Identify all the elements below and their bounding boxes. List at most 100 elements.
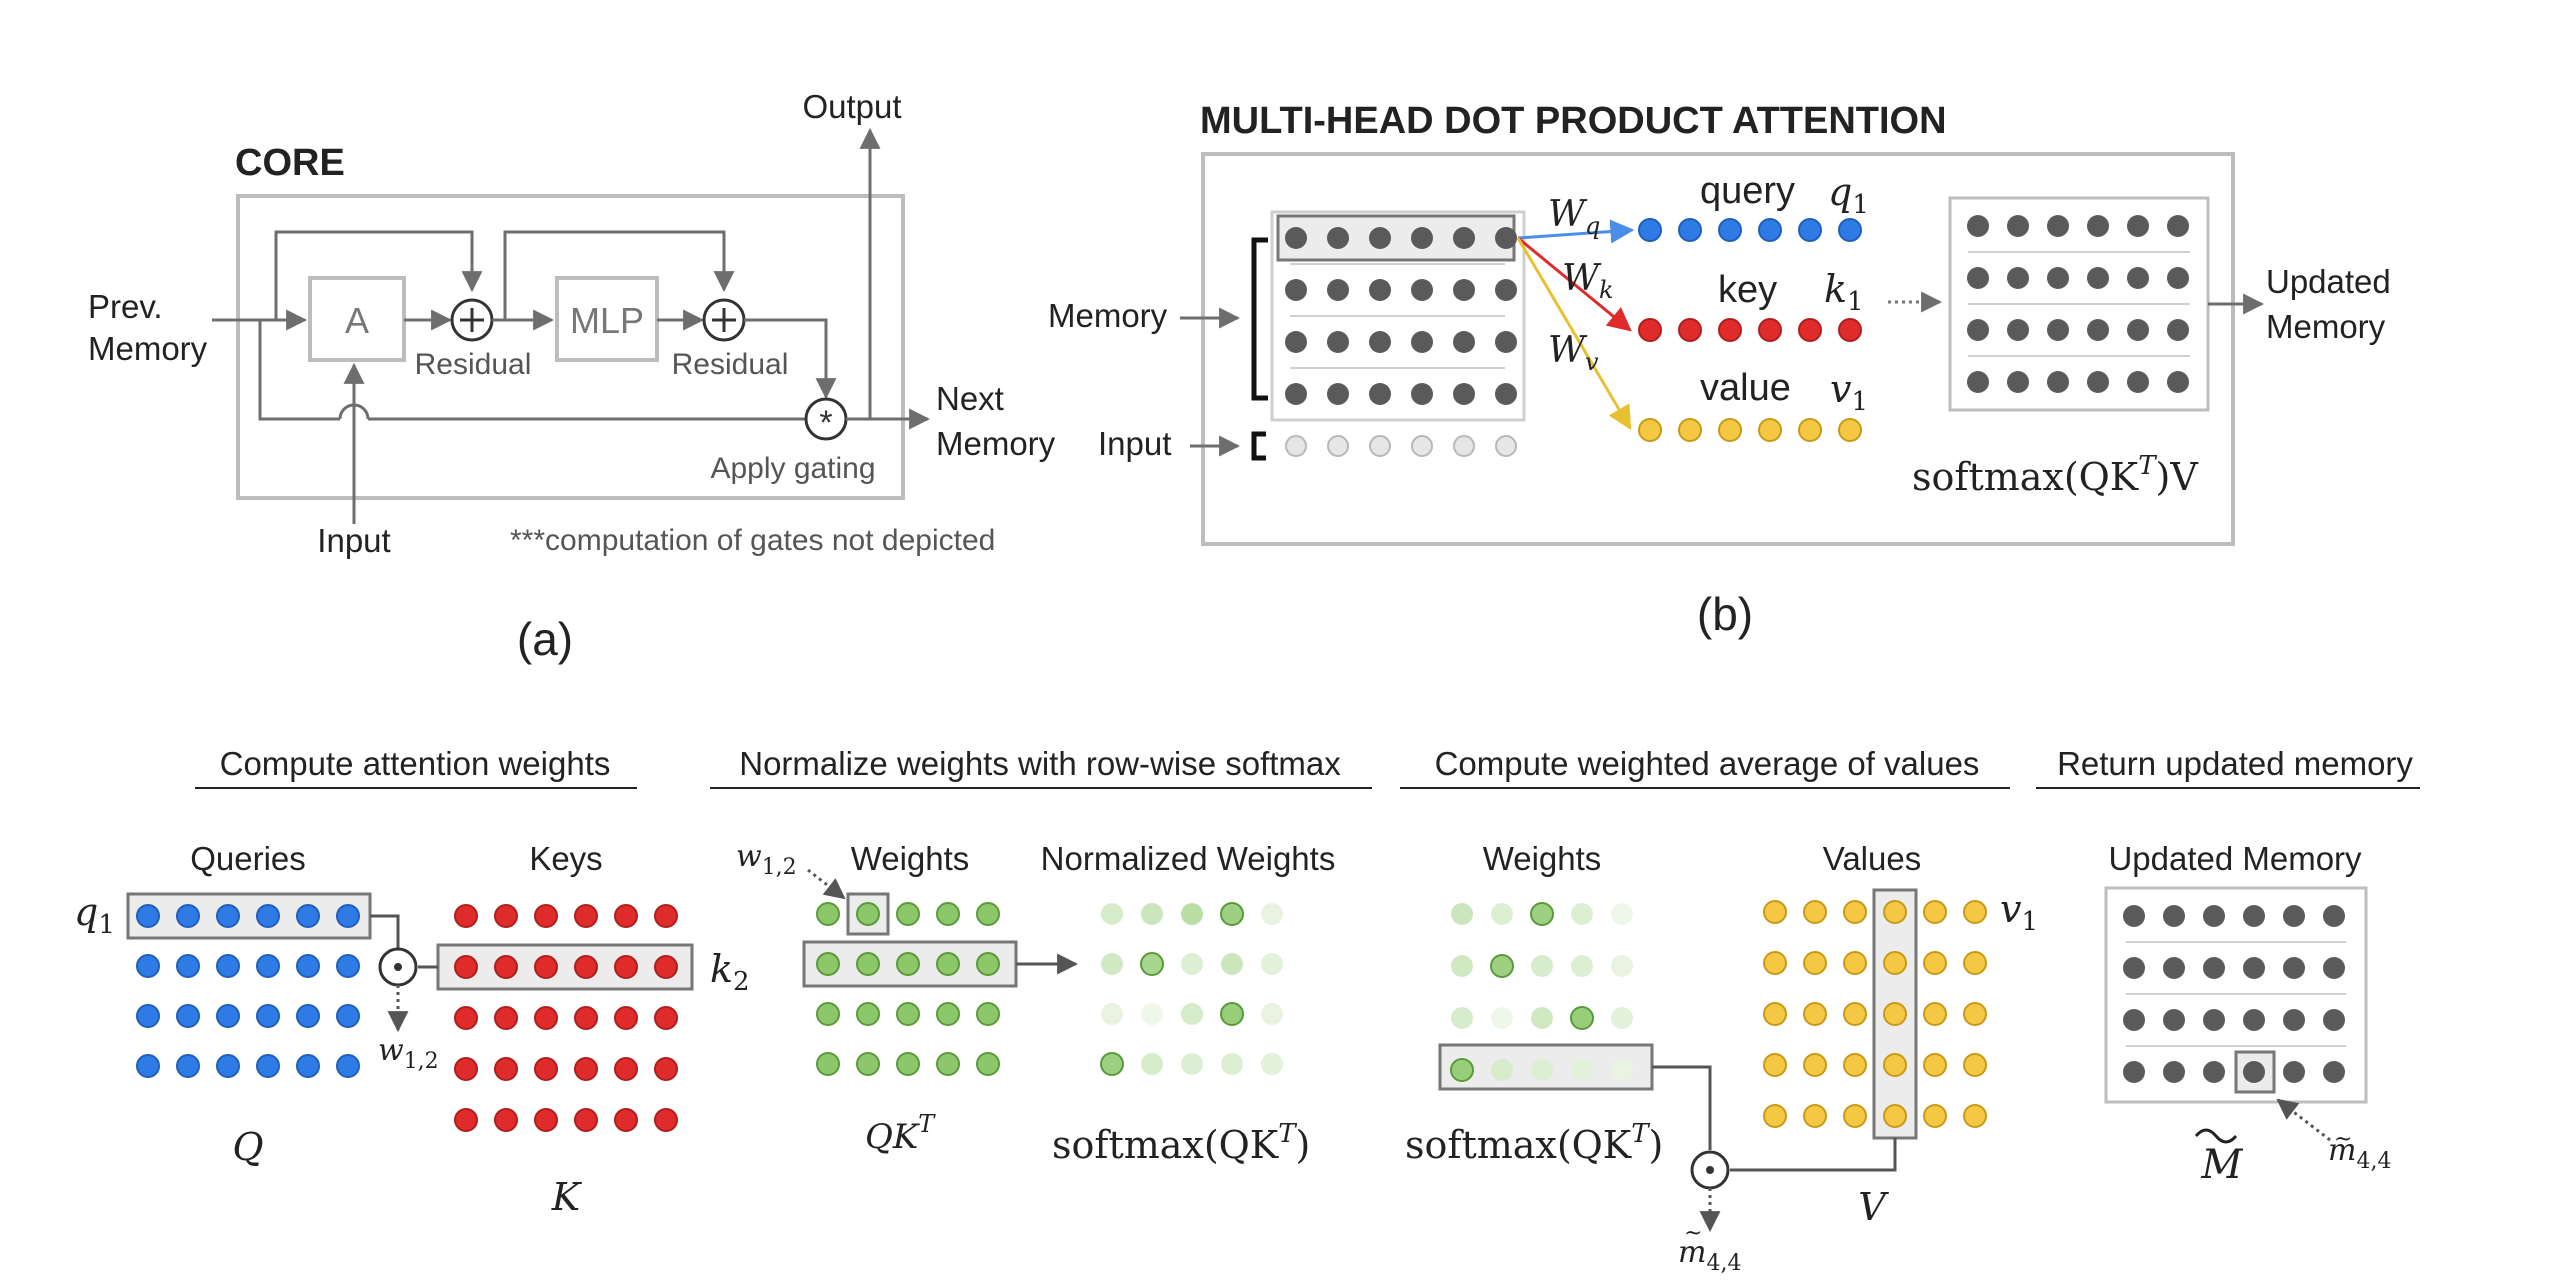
query-dot — [136, 954, 160, 978]
keys-label: Keys — [529, 840, 602, 877]
normalized-weight-dot — [1611, 955, 1633, 977]
query-dot — [216, 904, 240, 928]
svg-text:k1: k1 — [1824, 267, 1864, 317]
weight-dot — [976, 1052, 1000, 1076]
normalized-weight-dot — [1140, 952, 1164, 976]
panel-a-core: CORE Prev. Memory A Input Residual MLP — [88, 88, 1056, 665]
normalized-weight-dot — [1491, 903, 1513, 925]
memory-dot — [1495, 331, 1517, 353]
gates-footnote: ***computation of gates not depicted — [510, 524, 995, 557]
memory-dot — [1285, 227, 1307, 249]
key-dot — [614, 1006, 638, 1030]
qkt-symbol: QK — [865, 1117, 921, 1157]
svg-text:softmax(QKT): softmax(QKT) — [1052, 1119, 1310, 1167]
query-dot — [296, 1004, 320, 1028]
input-dot — [1453, 435, 1475, 457]
updated-memory-dot — [2047, 319, 2069, 341]
input-dot — [1327, 435, 1349, 457]
updated-memory-dot — [2243, 1061, 2265, 1083]
weight-dot — [976, 1002, 1000, 1026]
skip-connection-1 — [274, 230, 483, 320]
memory-dot — [1369, 331, 1391, 353]
normalized-weight-dot — [1571, 1059, 1593, 1081]
svg-text:Wq: Wq — [1548, 194, 1600, 240]
normalized-weight-dot — [1451, 903, 1473, 925]
memory-dot — [1453, 279, 1475, 301]
normalized-weights-label: Normalized Weights — [1041, 840, 1336, 877]
k2-label-c: k — [710, 947, 733, 991]
query-dot — [1838, 218, 1862, 242]
normalized-weight-dot — [1101, 953, 1123, 975]
svg-text:Wv: Wv — [1548, 330, 1599, 376]
weight-dot — [856, 952, 880, 976]
key-label: key — [1718, 269, 1777, 311]
normalized-weight-dot — [1531, 955, 1553, 977]
normalized-weight-dot — [1220, 902, 1244, 926]
query-dot — [256, 1004, 280, 1028]
panel-c-steps: Compute attention weights Normalize weig… — [74, 745, 2420, 1276]
core-box — [236, 194, 905, 500]
memory-dot — [1411, 279, 1433, 301]
wk-arrow — [1517, 236, 1632, 332]
updated-memory-dot — [2163, 1009, 2185, 1031]
normalized-weight-dot — [1531, 1059, 1553, 1081]
value-dot — [1718, 418, 1742, 442]
normalized-weight-dot — [1221, 953, 1243, 975]
queries-matrix — [136, 904, 360, 1078]
values-col-highlight — [1872, 888, 1918, 1140]
svg-text:v1: v1 — [2000, 887, 2038, 937]
weight-dot — [896, 902, 920, 926]
key-dot — [614, 1057, 638, 1081]
updated-memory-dot — [2203, 1061, 2225, 1083]
v1-label-c: v — [2000, 887, 2022, 931]
normalized-weight-dot — [1571, 955, 1593, 977]
updated-memory-dot — [2323, 1061, 2345, 1083]
key-dot — [654, 1108, 678, 1132]
updated-memory-dot — [2283, 1009, 2305, 1031]
key-dot — [1758, 318, 1782, 342]
query-dot — [296, 904, 320, 928]
updated-memory-dot — [2047, 267, 2069, 289]
weights-label: Weights — [851, 840, 970, 877]
normalized-weight-dot — [1261, 903, 1283, 925]
M-symbol: M — [2201, 1142, 2244, 1188]
q1-label-b: q — [1828, 170, 1852, 214]
wv-label: W — [1548, 330, 1588, 371]
key-dot — [494, 1006, 518, 1030]
panel-b-attention: MULTI-HEAD DOT PRODUCT ATTENTION Memory … — [1048, 100, 2391, 640]
memory-bracket — [1251, 237, 1268, 401]
normalized-weight-dot — [1530, 902, 1554, 926]
updated-memory-dot — [2167, 215, 2189, 237]
weight-dot — [816, 902, 840, 926]
normalized-weight-dot — [1141, 1053, 1163, 1075]
weight-dot — [936, 1002, 960, 1026]
svg-text:k2: k2 — [710, 947, 750, 997]
normalized-weight-dot — [1181, 1053, 1203, 1075]
query-dot — [136, 904, 160, 928]
svg-text:m4,4: m4,4 — [1678, 1235, 1741, 1276]
query-dot — [1678, 218, 1702, 242]
updated-memory-label-c: Updated Memory — [2108, 840, 2362, 877]
updated-memory-dot — [2127, 371, 2149, 393]
normalized-weight-dot — [1181, 953, 1203, 975]
query-dot — [216, 1004, 240, 1028]
updated-memory-dot — [2163, 905, 2185, 927]
m44-pointer-arrow — [2276, 1098, 2331, 1142]
normalized-weight-dot — [1490, 954, 1514, 978]
k2-row-highlight — [436, 943, 694, 991]
normalized-weight-dot — [1611, 1007, 1633, 1029]
value-dot — [1883, 1104, 1907, 1128]
updated-memory-dot — [2243, 1009, 2265, 1031]
updated-memory-dot — [2123, 1009, 2145, 1031]
updated-memory-dot — [1967, 371, 1989, 393]
wk-label: W — [1562, 258, 1602, 299]
normalized-weight-dot — [1181, 1003, 1203, 1025]
values-to-dot-line — [1730, 1138, 1897, 1172]
query-dot — [216, 954, 240, 978]
core-title: CORE — [235, 142, 345, 184]
value-dot — [1963, 1002, 1987, 1026]
value-dot — [1758, 418, 1782, 442]
value-dot — [1963, 1053, 1987, 1077]
m44-label-c: m — [1678, 1235, 1706, 1270]
